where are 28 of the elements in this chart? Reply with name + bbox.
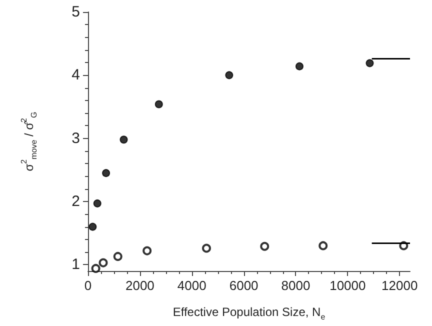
y-tick-label: 1: [72, 256, 80, 274]
point: [102, 169, 110, 178]
y-tick-label: 4: [72, 66, 80, 84]
point: [120, 136, 128, 144]
y-tick-label: 5: [72, 4, 80, 20]
x-tick-label: 12000: [382, 278, 418, 293]
point: [142, 246, 152, 256]
y-tick-label: 2: [72, 193, 80, 210]
point: [225, 71, 234, 80]
y-tick-label: 3: [72, 130, 80, 147]
point: [154, 100, 163, 108]
x-tick-label: 0: [84, 278, 92, 293]
x-tick-label: 4000: [177, 278, 206, 293]
x-tick-label: 6000: [229, 278, 258, 293]
x-tick-label: 8000: [281, 278, 310, 293]
point: [202, 244, 211, 253]
x-tick-label: 10000: [330, 278, 366, 293]
point: [98, 258, 108, 268]
point: [295, 62, 304, 70]
point: [113, 252, 122, 261]
x-tick-label: 2000: [125, 278, 154, 293]
point: [93, 199, 102, 208]
point: [88, 222, 97, 231]
point: [91, 264, 100, 273]
point: [366, 59, 374, 68]
point: [260, 242, 270, 251]
point: [318, 241, 328, 250]
y-axis-title: σ2move / σ̂2G: [20, 112, 38, 172]
